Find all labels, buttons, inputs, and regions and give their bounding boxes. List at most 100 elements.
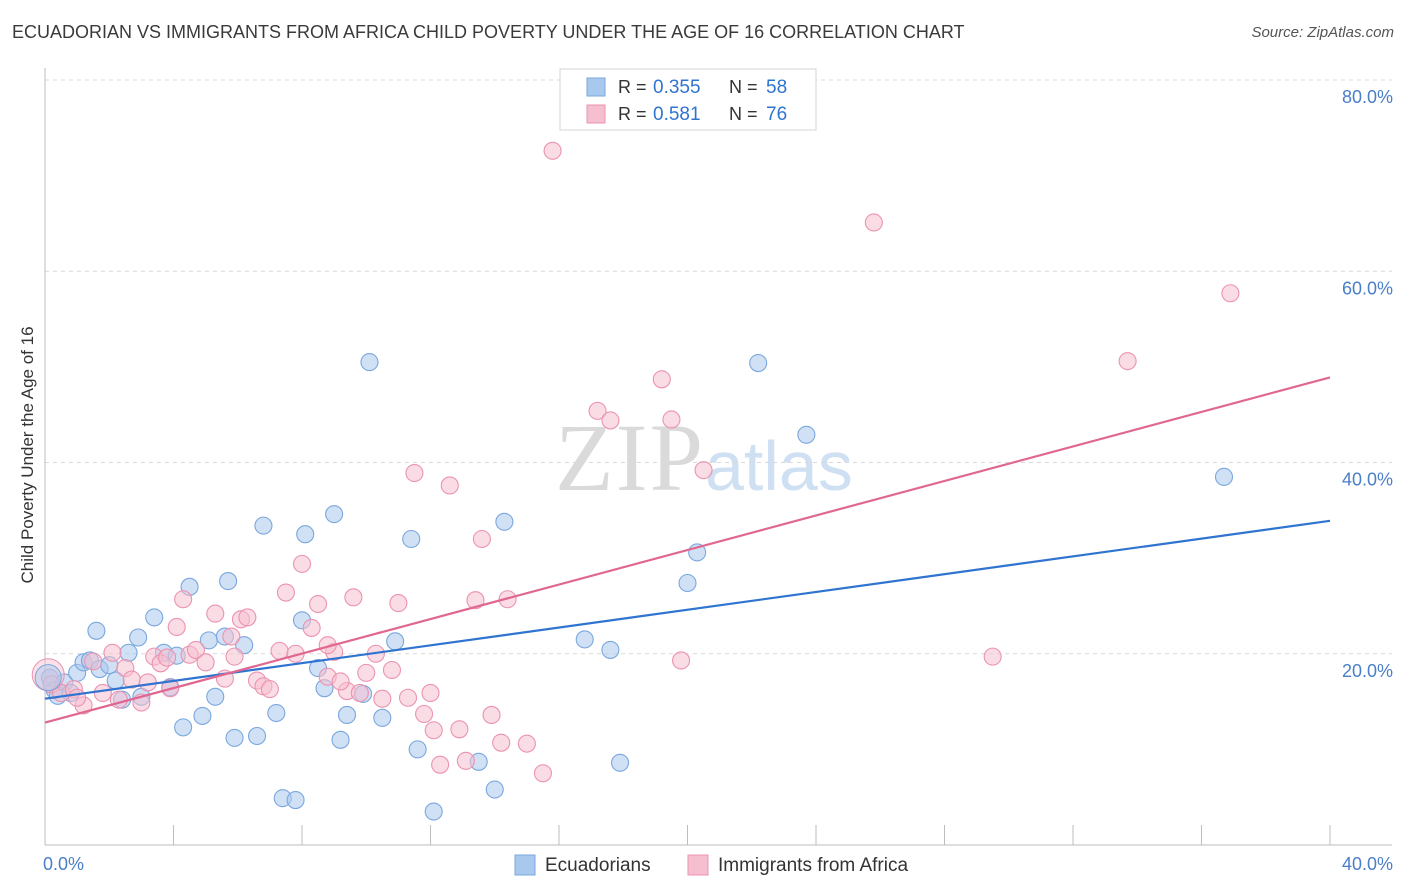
- ecuadorian-point: [145, 608, 164, 627]
- stats-swatch: [586, 104, 606, 124]
- ecuadorian-point: [1214, 467, 1234, 486]
- africa-immigrant-point: [276, 583, 295, 602]
- legend-swatch-ecuadorians: [514, 854, 536, 876]
- africa-immigrant-point: [482, 705, 501, 725]
- africa-immigrant-point: [174, 590, 193, 609]
- africa-immigrant-point: [1221, 284, 1240, 303]
- ecuadorian-point: [254, 516, 273, 535]
- africa-immigrant-point: [492, 733, 511, 752]
- africa-immigrant-point: [450, 720, 469, 739]
- stats-n-value: 76: [766, 104, 787, 125]
- ecuadorian-point: [193, 706, 212, 725]
- ecuadorian-point: [749, 353, 768, 373]
- africa-immigrant-point: [138, 673, 157, 692]
- africa-immigrant-point: [373, 689, 392, 708]
- ecuadorian-point: [225, 728, 244, 747]
- africa-immigrant-point: [344, 588, 363, 607]
- ecuadorian-point: [575, 630, 594, 649]
- ecuadorian-point: [296, 525, 315, 544]
- legend-swatch-africa: [687, 854, 709, 876]
- data-points: [31, 141, 1240, 821]
- stats-r-value: 0.581: [653, 104, 701, 125]
- africa-immigrant-point: [405, 463, 424, 483]
- africa-immigrant-point: [517, 734, 536, 753]
- africa-immigrant-point: [93, 683, 112, 703]
- ecuadorian-point: [402, 529, 421, 549]
- ecuadorian-point: [386, 632, 405, 651]
- ecuadorian-point: [337, 705, 357, 725]
- africa-immigrant-point: [103, 643, 122, 662]
- stats-n-label: N =: [729, 104, 758, 124]
- ecuadorian-point: [87, 621, 106, 640]
- africa-immigrant-point: [601, 411, 620, 430]
- africa-immigrant-point: [440, 476, 459, 495]
- africa-immigrant-point: [864, 213, 883, 232]
- africa-immigrant-point: [533, 764, 552, 783]
- ecuadorian-point: [495, 512, 514, 531]
- ecuadorian-point: [610, 753, 630, 772]
- africa-trend-line: [44, 376, 1331, 724]
- ecuadorian-point: [325, 505, 344, 524]
- ecuadorian-point: [678, 573, 697, 593]
- axes: [44, 68, 1392, 846]
- stats-n-label: N =: [729, 77, 758, 97]
- africa-immigrant-point: [1118, 352, 1137, 371]
- ecuadorian-point: [408, 740, 427, 759]
- africa-immigrant-point: [225, 647, 244, 666]
- stats-n-value: 58: [766, 77, 787, 98]
- ecuadorian-point: [129, 628, 148, 647]
- legend: Ecuadorians Immigrants from Africa: [514, 854, 908, 876]
- ecuadorians-trend-line: [44, 519, 1331, 700]
- ecuadorian-point: [206, 687, 225, 706]
- africa-immigrant-point: [694, 461, 713, 480]
- africa-immigrant-point: [270, 641, 289, 660]
- gridlines: [45, 79, 1392, 655]
- ecuadorian-point: [267, 703, 286, 723]
- y-tick-label: 20.0%: [1342, 661, 1393, 681]
- ecuadorian-point: [219, 572, 238, 591]
- africa-immigrant-point: [309, 594, 328, 614]
- africa-immigrant-point: [84, 652, 103, 671]
- legend-label-ecuadorians: Ecuadorians: [545, 855, 651, 876]
- ecuadorian-point: [119, 643, 138, 662]
- stats-r-label: R =: [618, 104, 647, 124]
- africa-immigrant-point: [662, 410, 681, 429]
- africa-immigrant-point: [109, 690, 128, 709]
- africa-immigrant-point: [68, 688, 87, 707]
- tick-labels: 20.0% 40.0% 60.0% 80.0% 0.0% 40.0%: [43, 87, 1393, 874]
- africa-immigrant-point: [424, 721, 443, 740]
- x-tick-label: 0.0%: [43, 854, 84, 874]
- africa-immigrant-point: [350, 683, 369, 703]
- africa-immigrant-point: [472, 529, 491, 549]
- legend-label-africa: Immigrants from Africa: [718, 855, 908, 876]
- ecuadorian-point: [601, 640, 620, 659]
- africa-immigrant-point: [196, 653, 215, 672]
- africa-immigrant-point: [357, 663, 376, 682]
- ecuadorian-point: [797, 425, 816, 444]
- x-tick-label: 40.0%: [1342, 854, 1393, 874]
- africa-immigrant-point: [382, 660, 402, 680]
- africa-immigrant-point: [588, 401, 607, 420]
- ecuadorian-point: [424, 802, 443, 821]
- y-tick-label: 40.0%: [1342, 470, 1393, 490]
- africa-immigrant-point: [167, 617, 186, 637]
- stats-r-label: R =: [618, 77, 647, 97]
- ecuadorian-point: [174, 718, 193, 737]
- ecuadorian-point: [360, 353, 379, 372]
- africa-immigrant-point: [652, 370, 671, 389]
- africa-immigrant-point: [238, 608, 257, 627]
- africa-immigrant-point: [186, 640, 206, 659]
- africa-immigrant-point: [421, 683, 440, 703]
- ecuadorian-point: [331, 730, 350, 749]
- africa-immigrant-point: [415, 704, 434, 724]
- ecuadorian-point: [485, 780, 504, 799]
- africa-immigrant-point: [158, 648, 177, 667]
- africa-immigrant-point: [302, 618, 321, 637]
- africa-immigrant-point: [389, 594, 408, 613]
- ecuadorian-point: [247, 726, 267, 746]
- trend-lines: [44, 376, 1331, 724]
- ecuadorian-point: [34, 664, 62, 692]
- africa-immigrant-point: [543, 141, 562, 160]
- chart-title: ECUADORIAN VS IMMIGRANTS FROM AFRICA CHI…: [12, 22, 965, 42]
